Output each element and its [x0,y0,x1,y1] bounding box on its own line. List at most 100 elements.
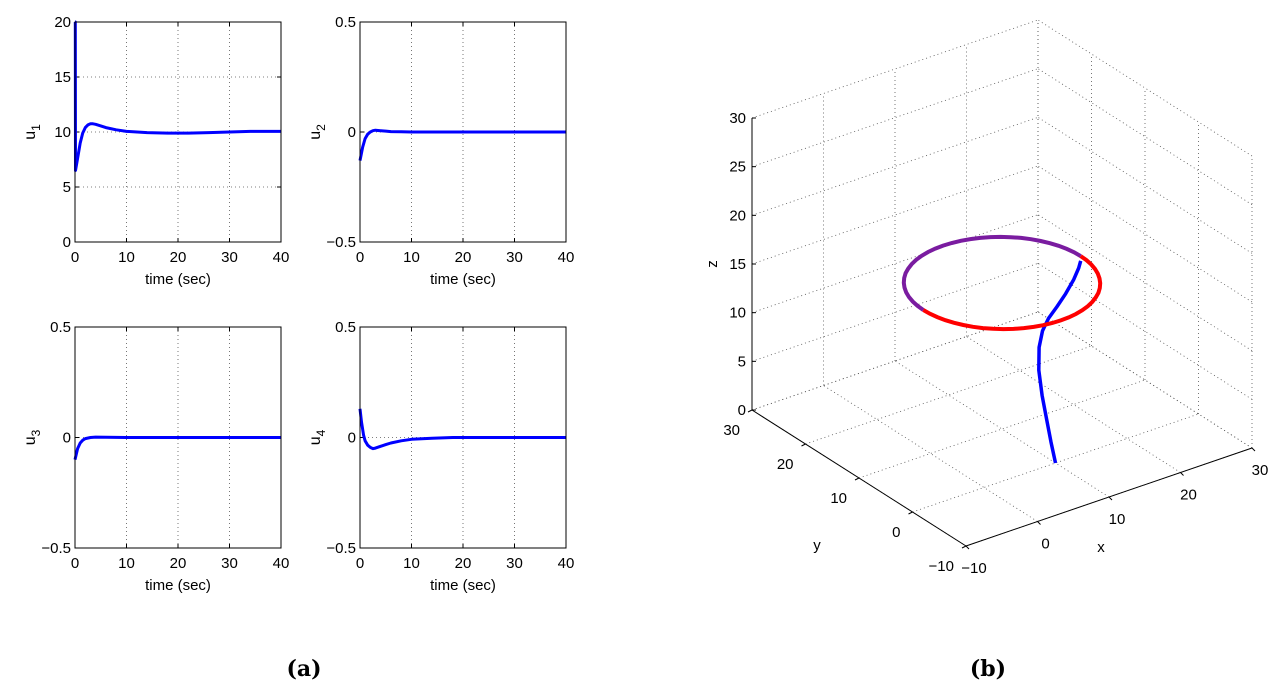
y-tick-label: 0 [63,430,71,447]
x-tick-label: 10 [118,249,135,266]
x-tick [1037,521,1041,525]
z-tick-label: 15 [729,256,746,273]
x-tick-label: 20 [170,555,187,572]
x-tick-label: 40 [558,555,575,572]
axes-frame [74,326,282,549]
y-tick [801,443,806,447]
y-tick-label: −0.5 [326,234,356,251]
y-tick-label: 0 [348,124,356,141]
y-tick-label: 10 [830,490,847,507]
x-tick-label: 0 [71,249,79,266]
x-axis-label: time (sec) [430,271,496,288]
y-tick-label: 0.5 [335,14,356,31]
x-tick-label: 20 [455,555,472,572]
grid-line [1037,68,1253,206]
series-line-u3 [73,435,281,460]
x-tick-label: 30 [1252,462,1269,479]
panel-b-3d-plot: −10 0 10 20 30 −10 0 10 20 30 0 5 10 15 20 25 30 x y z [704,19,1269,577]
y-tick [961,545,967,549]
y-tick-label: 0 [63,234,71,251]
grid-line [823,385,1038,522]
x-tick-label: 10 [1109,511,1126,528]
grid-line [894,360,1110,498]
y-tick-label: 20 [54,14,71,31]
x-tick-label: 0 [356,249,364,266]
y-tick [747,409,753,413]
x-tick [1180,472,1184,476]
z-tick-label: 30 [729,110,746,127]
series-line-u2 [358,128,566,161]
y-tick-label: 30 [723,422,740,439]
x-tick [965,545,970,550]
x-tick-label: 10 [403,249,420,266]
x-axis-label: time (sec) [145,577,211,594]
x-tick-label: 0 [356,555,364,572]
y-tick-label: 15 [54,69,71,86]
axes-frame [359,21,567,243]
trajectory-approach [1037,260,1083,464]
grid-line [751,214,1039,314]
x-axis-label: time (sec) [430,577,496,594]
x-tick-label: 30 [221,249,238,266]
panel-a-subplots: 0 10 20 30 40 0 5 10 15 20 time (sec) u1 0 10 20 30 40 −0… [22,14,574,594]
x-tick-label: 40 [273,249,290,266]
y-tick-label: 0.5 [335,319,356,336]
axes-frame [359,326,567,549]
y-tick-label: 0 [892,524,900,541]
subplot-u1: 0 10 20 30 40 0 5 10 15 20 time (sec) u1 [22,14,289,288]
x-tick-label: 0 [71,555,79,572]
x-tick-label: 30 [506,249,523,266]
y-tick-label: −10 [929,558,954,575]
y-axis-label: y [813,537,821,554]
y-tick-label: 20 [777,456,794,473]
trajectory-orbit-near [922,254,1103,332]
z-tick-label: 5 [738,353,746,370]
grid-line [751,68,1039,168]
caption-b: (b) [970,656,1006,682]
y-tick [908,511,913,515]
y-tick [854,477,860,481]
caption-a: (a) [286,656,321,682]
z-tick-label: 25 [729,159,746,176]
y-axis-label: u2 [307,124,328,140]
trajectory-orbit-far [901,234,1082,312]
x-axis-label: x [1097,539,1105,556]
x-tick [1251,447,1256,452]
z-tick-label: 10 [729,305,746,322]
grid-line [858,379,1146,479]
x-tick-label: 40 [558,249,575,266]
x-tick-label: 30 [506,555,523,572]
grid-line [1037,116,1253,254]
series-line-u4 [358,408,566,451]
z-axis-label: z [704,260,721,268]
y-axis-label: u4 [307,429,328,445]
x-axis-label: time (sec) [145,271,211,288]
x-tick-label: 40 [273,555,290,572]
x-tick-label: 0 [1041,536,1049,553]
y-tick-label: −0.5 [41,540,71,557]
y-tick-label: 10 [54,124,71,141]
x-tick-label: 20 [455,249,472,266]
y-tick-label: −0.5 [326,540,356,557]
x-tick-label: 10 [403,555,420,572]
series-line-u1 [73,20,281,172]
y-tick-label: 5 [63,179,71,196]
x-tick-label: 30 [221,555,238,572]
grid-3d [751,19,1253,547]
x-tick-label: −10 [961,560,986,577]
x-tick [1108,496,1113,501]
y-tick-label: 0 [348,430,356,447]
grid-line [1037,165,1253,303]
z-tick-label: 0 [738,402,746,419]
y-tick-label: 0.5 [50,319,71,336]
x-tick-label: 20 [170,249,187,266]
x-tick-label: 10 [118,555,135,572]
y-axis-label: u3 [22,429,43,445]
x-tick-label: 20 [1180,487,1197,504]
y-axis-label: u1 [22,124,43,140]
axes-frame [74,21,282,243]
